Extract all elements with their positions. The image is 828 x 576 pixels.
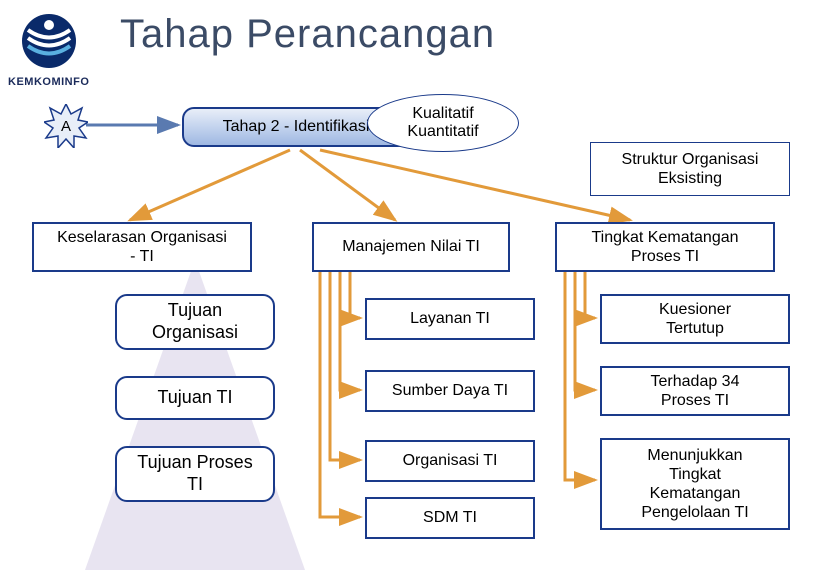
node-kualitatif: Kualitatif Kuantitatif [367,94,519,152]
menunjukkan-line1: Menunjukkan [641,446,748,465]
kemkominfo-logo-icon [18,10,80,72]
node-keselarasan: Keselarasan Organisasi - TI [32,222,252,272]
star-a-label: A [61,118,71,135]
tingkat-line2: Proses TI [591,247,738,266]
kualitatif-line1: Kualitatif [412,105,473,123]
tujuan-proses-line2: TI [137,474,252,496]
node-layanan-ti: Layanan TI [365,298,535,340]
menunjukkan-line4: Pengelolaan TI [641,503,748,522]
manajemen-label: Manajemen Nilai TI [342,237,480,256]
node-organisasi-ti: Organisasi TI [365,440,535,482]
layanan-label: Layanan TI [410,309,490,328]
menunjukkan-line2: Tingkat [641,465,748,484]
node-tujuan-organisasi: Tujuan Organisasi [115,294,275,350]
terhadap-line1: Terhadap 34 [651,372,740,391]
sumber-label: Sumber Daya TI [392,381,508,400]
node-tujuan-proses-ti: Tujuan Proses TI [115,446,275,502]
tingkat-line1: Tingkat Kematangan [591,228,738,247]
kuesioner-line2: Tertutup [659,319,731,338]
keselarasan-line2: - TI [57,247,227,266]
org-label: KEMKOMINFO [8,76,89,88]
slide: KEMKOMINFO Tahap Perancangan [0,0,828,576]
node-terhadap: Terhadap 34 Proses TI [600,366,790,416]
menunjukkan-line3: Kematangan [641,484,748,503]
node-manajemen: Manajemen Nilai TI [312,222,510,272]
tujuan-proses-line1: Tujuan Proses [137,452,252,474]
node-kuesioner: Kuesioner Tertutup [600,294,790,344]
tujuan-org-line1: Tujuan [152,300,238,322]
kualitatif-line2: Kuantitatif [407,123,478,141]
node-tahap2-label: Tahap 2 - Identifikasi [223,117,370,136]
node-menunjukkan: Menunjukkan Tingkat Kematangan Pengelola… [600,438,790,530]
star-a: A [44,104,88,148]
page-title: Tahap Perancangan [120,12,495,57]
terhadap-line2: Proses TI [651,391,740,410]
keselarasan-line1: Keselarasan Organisasi [57,228,227,247]
tujuan-org-line2: Organisasi [152,322,238,344]
tujuan-ti-label: Tujuan TI [157,387,232,409]
node-tingkat: Tingkat Kematangan Proses TI [555,222,775,272]
node-sumber-daya-ti: Sumber Daya TI [365,370,535,412]
node-sdm-ti: SDM TI [365,497,535,539]
sdm-label: SDM TI [423,508,477,527]
struktur-line1: Struktur Organisasi [622,150,759,169]
kuesioner-line1: Kuesioner [659,300,731,319]
struktur-line2: Eksisting [622,169,759,188]
node-tujuan-ti: Tujuan TI [115,376,275,420]
organisasi-label: Organisasi TI [403,451,498,470]
node-struktur: Struktur Organisasi Eksisting [590,142,790,196]
